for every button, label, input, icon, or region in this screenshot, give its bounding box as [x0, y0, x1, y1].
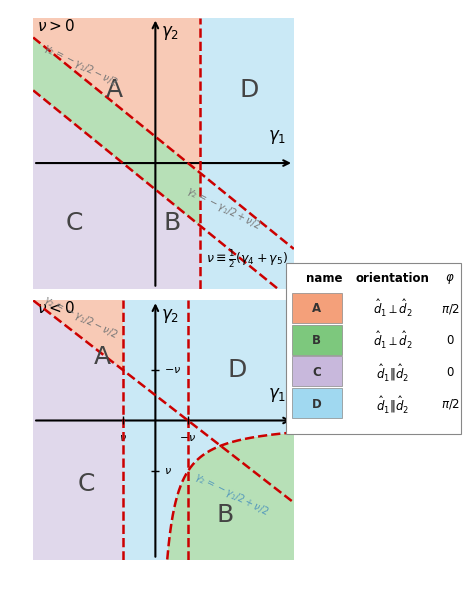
- Text: $-\nu$: $-\nu$: [164, 365, 181, 375]
- Text: C: C: [65, 210, 82, 234]
- Text: $\nu$: $\nu$: [119, 433, 127, 443]
- Text: A: A: [94, 345, 111, 369]
- Text: $\varphi$: $\varphi$: [445, 272, 455, 286]
- Text: $\hat{d}_1 \| \hat{d}_2$: $\hat{d}_1 \| \hat{d}_2$: [376, 362, 409, 383]
- Text: D: D: [227, 358, 246, 382]
- Text: $0$: $0$: [446, 366, 455, 379]
- Text: $\hat{d}_1 \perp \hat{d}_2$: $\hat{d}_1 \perp \hat{d}_2$: [373, 330, 412, 351]
- Text: $\nu < 0$: $\nu < 0$: [37, 300, 75, 316]
- Text: $\gamma_2$: $\gamma_2$: [161, 307, 179, 325]
- Text: $\pi/2$: $\pi/2$: [441, 397, 460, 411]
- Text: $0$: $0$: [446, 334, 455, 347]
- Text: $\hat{d}_1 \perp \hat{d}_2$: $\hat{d}_1 \perp \hat{d}_2$: [373, 298, 412, 319]
- Bar: [292, 325, 342, 355]
- Text: $\gamma_2 = -\gamma_1/2 + \nu/2$: $\gamma_2 = -\gamma_1/2 + \nu/2$: [184, 184, 263, 233]
- Text: $\nu$: $\nu$: [164, 466, 172, 476]
- Text: A: A: [106, 78, 123, 102]
- Text: $\nu \equiv \frac{1}{2}(\gamma_4 + \gamma_5)$: $\nu \equiv \frac{1}{2}(\gamma_4 + \gamm…: [206, 247, 288, 270]
- Text: $\gamma_2 = -\gamma_1/2 + \nu/2$: $\gamma_2 = -\gamma_1/2 + \nu/2$: [192, 470, 271, 519]
- Text: name: name: [306, 272, 342, 285]
- Text: $\gamma_1$: $\gamma_1$: [267, 128, 286, 146]
- Text: orientation: orientation: [356, 272, 429, 285]
- Text: $\hat{d}_1 \| \hat{d}_2$: $\hat{d}_1 \| \hat{d}_2$: [376, 393, 409, 415]
- Bar: [292, 356, 342, 386]
- Text: $-\nu$: $-\nu$: [179, 433, 197, 443]
- Text: C: C: [77, 472, 95, 496]
- Text: $\gamma_1$: $\gamma_1$: [267, 386, 286, 404]
- Text: D: D: [312, 398, 322, 411]
- Text: B: B: [312, 334, 321, 347]
- Text: $\gamma_2$: $\gamma_2$: [161, 24, 179, 42]
- Text: D: D: [239, 78, 259, 102]
- Text: C: C: [312, 366, 321, 379]
- Text: $\gamma_2 = -\gamma_1/2 - \nu/2$: $\gamma_2 = -\gamma_1/2 - \nu/2$: [41, 41, 120, 90]
- Text: $\nu > 0$: $\nu > 0$: [37, 18, 75, 34]
- Text: $\gamma_2 = -\gamma_1/2 - \nu/2$: $\gamma_2 = -\gamma_1/2 - \nu/2$: [41, 293, 120, 342]
- Text: $\pi/2$: $\pi/2$: [441, 302, 460, 316]
- Text: B: B: [163, 210, 180, 234]
- Bar: [292, 293, 342, 323]
- Text: A: A: [312, 302, 321, 315]
- Bar: [292, 388, 342, 418]
- Text: B: B: [216, 504, 233, 527]
